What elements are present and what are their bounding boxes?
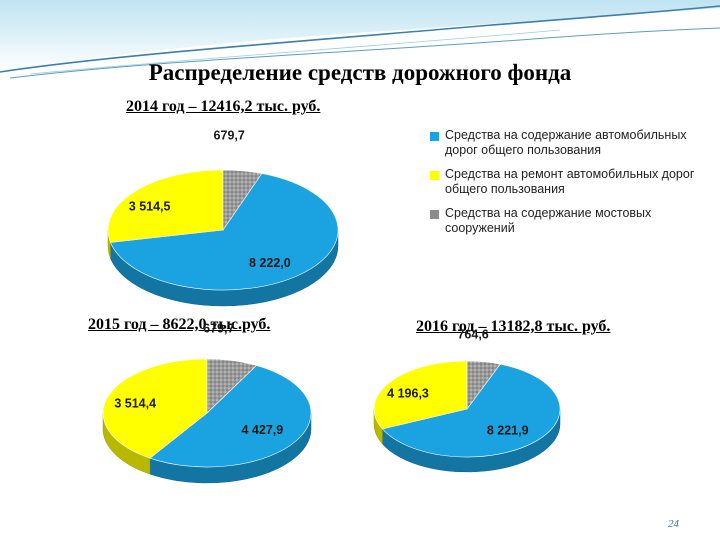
pie-slice-maintenance [110, 173, 339, 291]
chart-title-2016: 2016 год – 13182,8 тыс. руб. [416, 318, 611, 335]
data-label-repair: 3 514,4 [114, 396, 156, 410]
legend-swatch-yellow [430, 171, 439, 180]
pie-chart-2014: 8 222,0 3 514,5 679,7 [107, 128, 339, 307]
pie-slice-maintenance [381, 363, 561, 458]
legend-label-bridges: Средства на содержание мостовых сооружен… [445, 206, 652, 235]
header-wave-decoration [0, 0, 720, 79]
data-label-bridges: 679,7 [203, 322, 234, 336]
data-label-bridges: 679,7 [214, 128, 245, 142]
slide-title: Распределение средств дорожного фонда [148, 60, 572, 85]
legend-item-maintenance: Средства на содержание автомобильных дор… [430, 128, 710, 158]
pie-slice-repair [373, 360, 468, 430]
legend-swatch-blue [430, 132, 439, 141]
legend-label-repair: Средства на ремонт автомобильных дорог о… [445, 167, 695, 196]
data-label-repair: 4 196,3 [387, 386, 429, 400]
chart-title-2014: 2014 год – 12416,2 тыс. руб. [126, 98, 321, 115]
pie-slice-bridges [466, 360, 501, 410]
data-label-maintenance: 8 221,9 [487, 424, 529, 438]
data-label-maintenance: 4 427,9 [242, 423, 284, 437]
pie-slice-repair [107, 169, 224, 243]
page-number: 24 [668, 518, 679, 530]
pie-slice-bridges [222, 169, 263, 231]
legend-item-repair: Средства на ремонт автомобильных дорог о… [430, 167, 710, 197]
legend-item-bridges: Средства на содержание мостовых сооружен… [430, 206, 710, 236]
pie-slice-maintenance [149, 365, 312, 468]
pie-slice-repair [102, 358, 208, 459]
pie-chart-2016: 8 221,9 4 196,3 764,6 [373, 328, 561, 473]
chart-title-2015: 2015 год – 8622,0 тыс.руб. [88, 316, 271, 333]
chart-legend: Средства на содержание автомобильных дор… [430, 128, 710, 245]
pie-chart-2015: 4 427,9 3 514,4 679,7 [102, 322, 312, 484]
data-label-bridges: 764,6 [457, 328, 488, 342]
data-label-repair: 3 514,5 [129, 200, 171, 214]
legend-label-maintenance: Средства на содержание автомобильных дор… [445, 128, 687, 157]
legend-swatch-gray [430, 210, 439, 219]
data-label-maintenance: 8 222,0 [249, 256, 291, 270]
pie-slice-bridges [206, 358, 258, 414]
